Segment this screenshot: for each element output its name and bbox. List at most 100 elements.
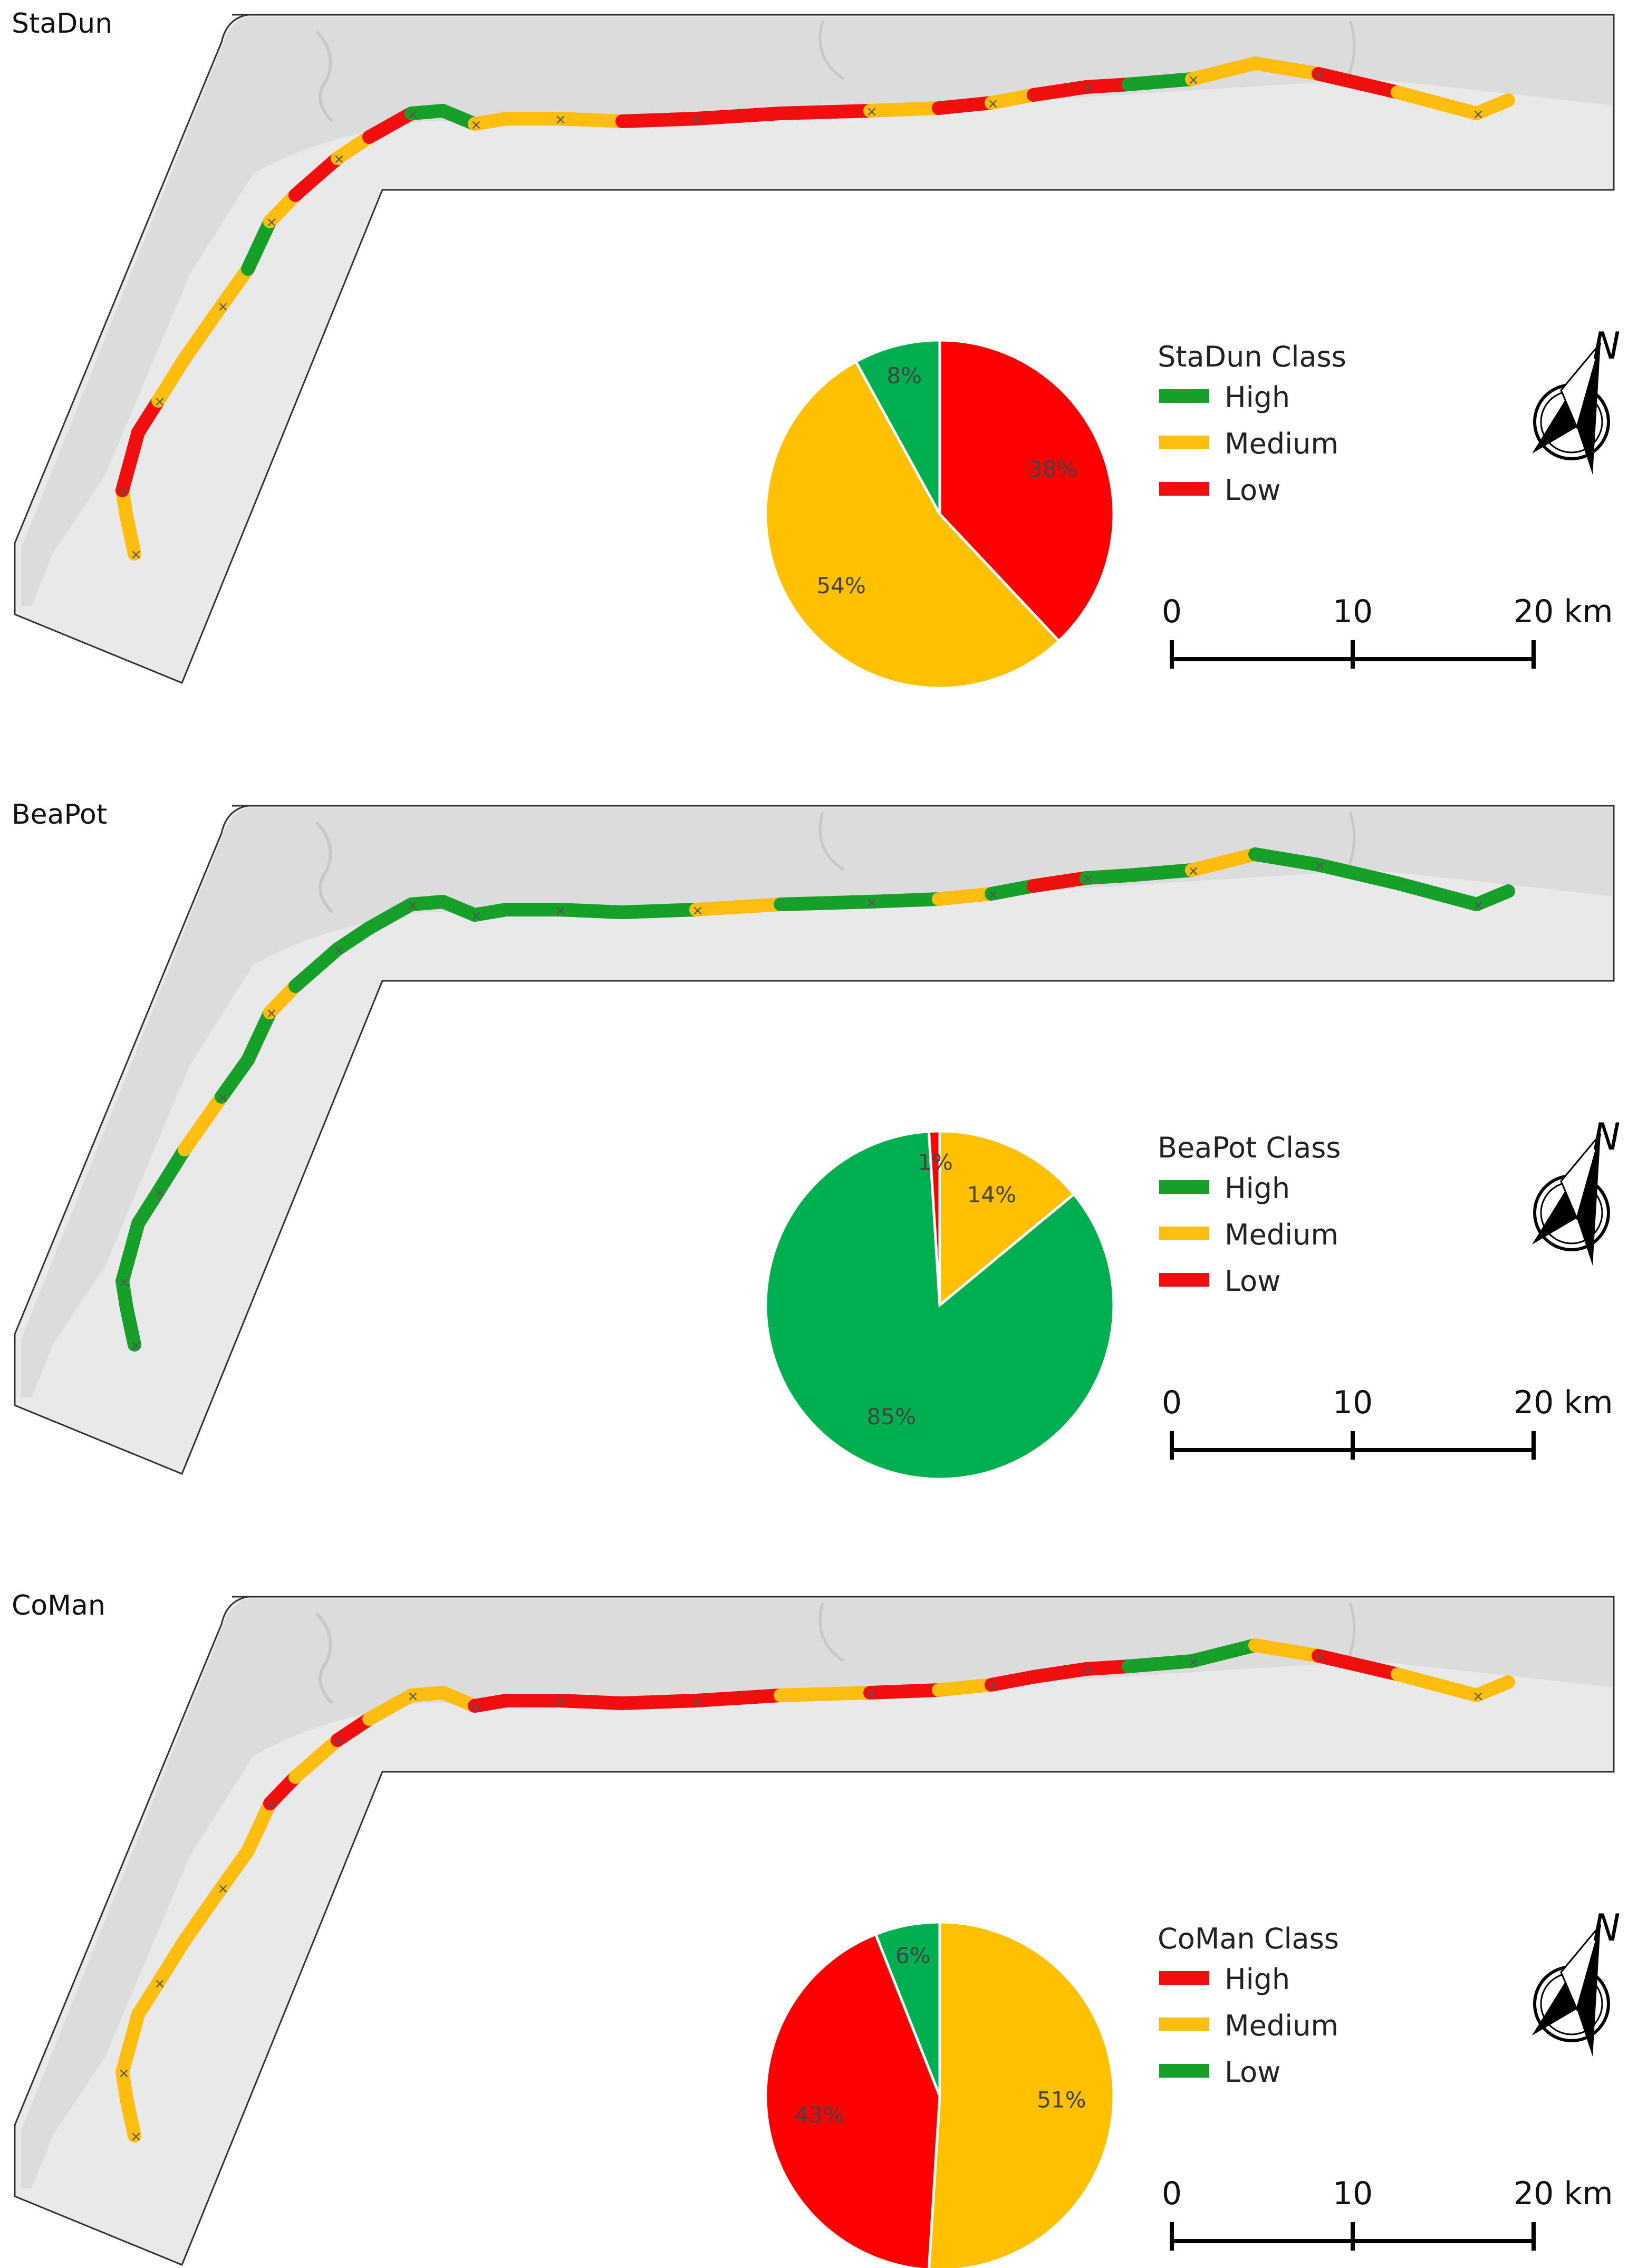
sample-marker: ×: [118, 2066, 130, 2081]
legend-swatch-medium: [1159, 1227, 1209, 1240]
sample-marker: ×: [217, 299, 229, 315]
map-area: × × × × × × × × × × × × × × × ×: [14, 805, 1615, 1475]
coast-segment-high: [151, 1143, 191, 1199]
sample-marker: ×: [555, 903, 566, 919]
scale-bar-label: 10: [1333, 593, 1373, 630]
sample-marker: ×: [1082, 80, 1094, 96]
sample-marker: ×: [1314, 858, 1326, 874]
coast-segment-low: [288, 151, 344, 202]
sample-marker: ×: [866, 1686, 878, 1702]
coast-segment-medium: [1470, 93, 1515, 120]
legend-swatch-medium: [1159, 436, 1209, 449]
coast-segment-medium: [1391, 1667, 1483, 1702]
pie-slice-label: 43%: [795, 2102, 844, 2128]
scale-bar: 0 10 20 km: [1162, 2175, 1613, 2251]
scale-bar-label: 0: [1162, 1384, 1182, 1421]
legend: StaDun Class High Medium Low: [1158, 340, 1346, 507]
legend-label: Medium: [1225, 427, 1338, 460]
coast-segment-high: [615, 903, 703, 919]
sample-marker: ×: [154, 1976, 166, 1992]
coast-segment-high: [1122, 863, 1199, 882]
coast-segment-medium: [932, 887, 998, 906]
coast-segment-medium: [288, 1733, 344, 1784]
compass-needle-light: [1560, 1133, 1602, 1221]
coast-segment-high: [1312, 858, 1404, 890]
sample-marker: ×: [1082, 871, 1094, 887]
pie-slice-label: 51%: [1037, 2087, 1086, 2112]
sample-marker: ×: [130, 2129, 142, 2145]
coast-segment-low: [362, 107, 418, 144]
scale-bar: 0 10 20 km: [1162, 1384, 1613, 1460]
sample-marker: ×: [1472, 897, 1484, 913]
coast-segment-medium: [215, 262, 255, 313]
coast-segment-low: [1027, 1662, 1093, 1684]
coast-segment-medium: [178, 1090, 228, 1156]
legend-label: High: [1225, 1172, 1290, 1205]
compass-needle-light: [1560, 342, 1602, 430]
land-area: [21, 1599, 1612, 2188]
coast-segment-medium: [241, 1797, 277, 1858]
legend-swatch-high: [1159, 1971, 1209, 1985]
legend-label: Low: [1225, 2055, 1280, 2089]
sample-marker: ×: [1472, 107, 1484, 122]
coast-segment-medium: [178, 299, 228, 365]
sample-marker: ×: [1188, 863, 1199, 879]
coast-segment-low: [615, 1694, 703, 1710]
sample-marker: ×: [154, 1185, 166, 1201]
panel-coman: × × × × × × × × × × × × × × × × CoMan 51% 43% 6% CoMan Class…: [12, 1590, 1620, 2268]
coast-segment-low: [115, 426, 145, 497]
coast-segment-low: [1312, 1649, 1404, 1681]
legend-title: StaDun Class: [1158, 340, 1346, 373]
coast-segments: × × × × × × × × × × × × × × × ×: [115, 56, 1515, 563]
sample-marker: ×: [266, 215, 277, 230]
legend-label: High: [1225, 381, 1290, 414]
sample-marker: ×: [130, 547, 142, 563]
north-arrow-icon: N: [1532, 1906, 1620, 2057]
scale-bar-label: 20 km: [1514, 2175, 1613, 2212]
sample-marker: ×: [555, 1694, 566, 1710]
legend-label: Low: [1225, 474, 1280, 507]
river-line: [315, 821, 334, 914]
sea-area: [14, 805, 1615, 1475]
coast-segment-medium: [178, 1881, 228, 1947]
legend-label: Medium: [1225, 2009, 1338, 2042]
coast-segment-high: [1122, 1654, 1199, 1673]
coast-segment-low: [774, 104, 877, 120]
coast-segment-high: [863, 892, 946, 909]
river-line: [818, 1603, 845, 1663]
pie-slice-label: 85%: [867, 1404, 916, 1430]
land-area: [21, 17, 1612, 606]
panel-title: CoMan: [12, 1590, 105, 1622]
pie-slice-label: 6%: [895, 1943, 931, 1968]
sample-marker: ×: [1188, 72, 1199, 88]
land-area: [21, 808, 1612, 1397]
scale-bar-label: 0: [1162, 593, 1182, 630]
sample-marker: ×: [154, 394, 166, 410]
coast-segment-medium: [215, 1844, 255, 1895]
sample-marker: ×: [1472, 1688, 1484, 1704]
sample-marker: ×: [692, 903, 704, 919]
coast-segment-medium: [362, 1688, 418, 1726]
sample-marker: ×: [987, 887, 999, 903]
coast-segment-medium: [151, 352, 191, 408]
coast-segment-high: [1080, 868, 1135, 885]
legend-swatch-high: [1159, 1180, 1209, 1194]
pie-slice-label: 8%: [887, 363, 922, 389]
pie-chart: 14% 85% 1%: [764, 1130, 1115, 1481]
legend-label: Low: [1225, 1265, 1280, 1298]
pie-slice-low: [874, 1920, 941, 2097]
pie-slice-label: 38%: [1028, 456, 1077, 482]
legend-label: High: [1225, 1963, 1290, 1996]
pie-slice-low: [938, 339, 1115, 643]
coast-segment-high: [362, 897, 418, 935]
coast-segment-medium: [1248, 1638, 1325, 1663]
legend: CoMan Class High Medium Low: [1158, 1922, 1339, 2089]
pie-chart: 51% 43% 6%: [764, 1920, 1115, 2268]
coast-segment-medium: [552, 112, 629, 128]
north-label: N: [1593, 1115, 1620, 1159]
coast-segment-low: [1080, 78, 1135, 94]
scale-bar-label: 10: [1333, 1384, 1373, 1421]
coast-segment-high: [215, 1053, 255, 1104]
coast-segment-medium: [1391, 85, 1483, 120]
sample-marker: ×: [866, 104, 878, 120]
